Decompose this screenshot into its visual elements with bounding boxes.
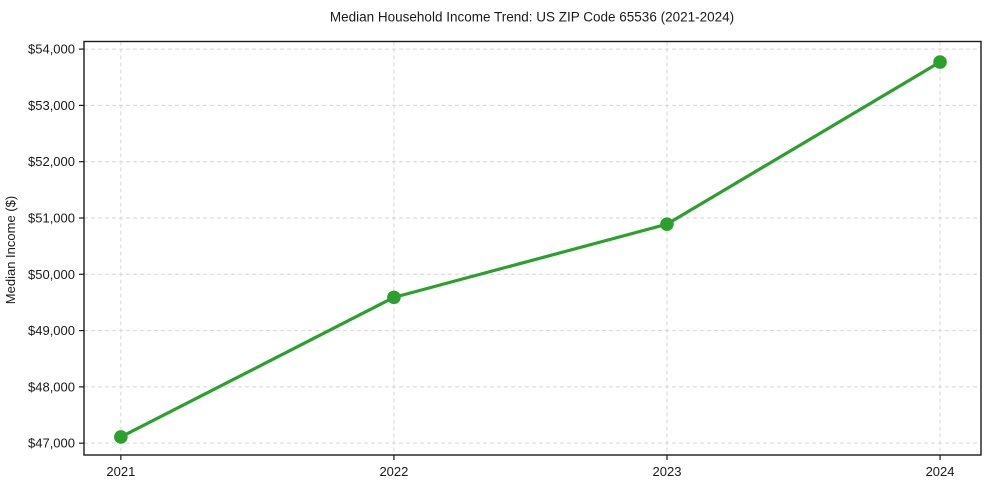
y-tick-label: $50,000 [28,267,75,282]
series-line [119,60,942,439]
y-tick-label: $53,000 [28,98,75,113]
plot-area [84,41,981,455]
grid-layer [84,41,981,455]
tick-marks-layer [79,48,941,460]
tick-labels-layer: $47,000 $48,000 $49,000 $50,000 $51,000 $52,0… [28,42,955,479]
y-tick-label: $52,000 [28,154,75,169]
series-layer [114,55,947,444]
x-tick-label: 2024 [926,464,955,479]
data-point-2022 [387,290,401,305]
y-tick-label: $54,000 [28,42,75,57]
data-point-2021 [114,430,128,444]
y-tick-label: $47,000 [28,436,75,451]
y-axis-label: Median Income ($) [3,196,18,304]
x-tick-label: 2022 [379,464,408,479]
plot-border [83,40,982,456]
chart-title: Median Household Income Trend: US ZIP Co… [330,10,734,25]
y-tick-label: $49,000 [28,323,75,338]
x-tick-label: 2021 [106,464,135,479]
y-tick-label: $51,000 [28,210,75,225]
data-point-2023 [660,217,674,231]
y-tick-label: $48,000 [28,379,75,394]
x-tick-label: 2023 [653,464,682,479]
data-point-2024 [933,55,947,69]
